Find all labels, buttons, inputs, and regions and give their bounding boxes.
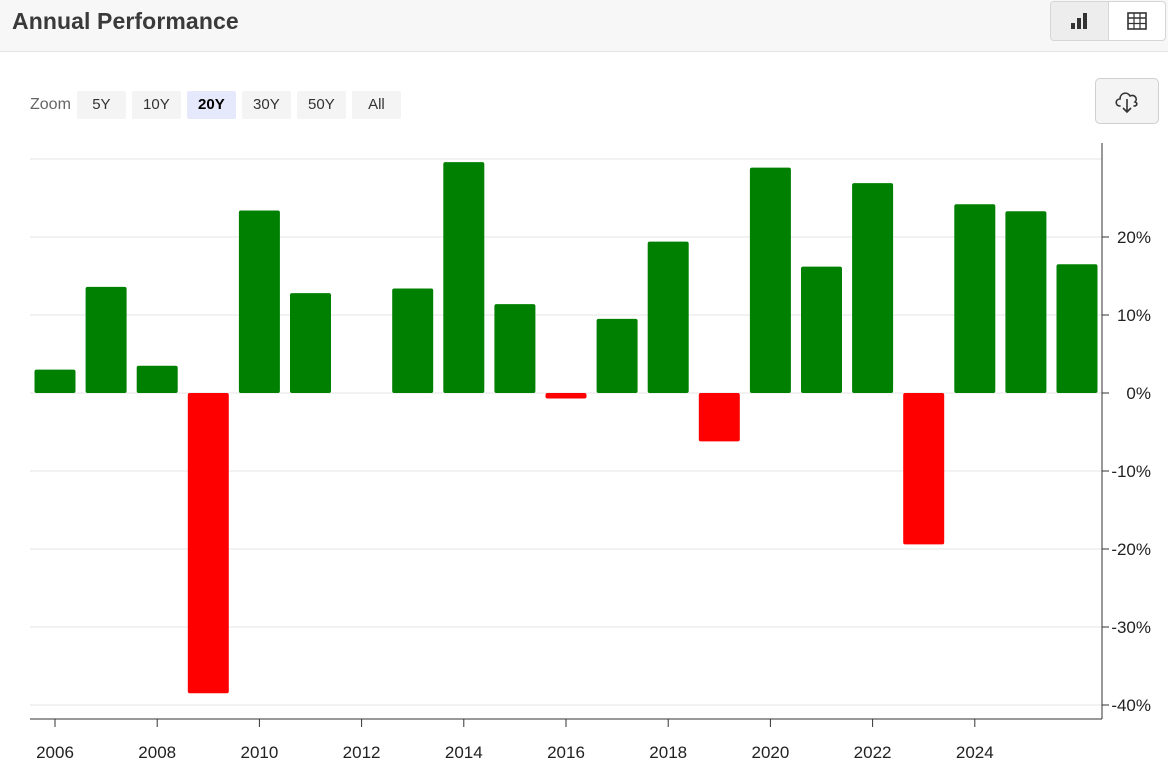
bar-2007[interactable] [85,286,127,393]
view-toggle [1050,1,1166,41]
table-view-button[interactable] [1109,2,1166,40]
y-tick-label: -40% [1111,696,1151,715]
y-tick-label: 20% [1117,228,1151,247]
table-icon [1126,12,1147,30]
zoom-5y-button[interactable]: 5Y [76,91,126,119]
x-tick-label: 2018 [649,743,687,762]
x-tick-label: 2024 [956,743,994,762]
bar-2016[interactable] [545,393,587,399]
zoom-30y-button[interactable]: 30Y [241,91,291,119]
y-tick-label: 10% [1117,306,1151,325]
x-tick-label: 2012 [343,743,381,762]
bar-2020[interactable] [749,167,791,393]
bar-2024[interactable] [954,204,996,393]
bar-2015[interactable] [494,304,536,393]
bar-2019[interactable] [698,393,740,442]
bar-2021[interactable] [801,266,842,393]
zoom-20y-button[interactable]: 20Y [186,91,236,119]
bar-2017[interactable] [596,318,638,393]
x-tick-label: 2020 [751,743,789,762]
download-button[interactable] [1095,78,1159,124]
bar-2009[interactable] [187,393,229,694]
bar-2006[interactable] [34,369,76,393]
bar-2013[interactable] [392,288,434,393]
bar-2025[interactable] [1005,211,1047,393]
chart-view-button[interactable] [1051,2,1109,40]
zoom-label: Zoom [30,96,71,113]
x-tick-label: 2006 [36,743,74,762]
zoom-10y-button[interactable]: 10Y [131,91,181,119]
bar-chart-icon [1071,13,1088,29]
bar-2011[interactable] [290,293,331,393]
y-tick-label: -10% [1111,462,1151,481]
x-tick-label: 2014 [445,743,483,762]
bar-2014[interactable] [443,162,485,393]
y-tick-label: -20% [1111,540,1151,559]
bar-2018[interactable] [647,241,689,393]
zoom-all-button[interactable]: All [351,91,401,119]
x-tick-label: 2010 [240,743,278,762]
page-title: Annual Performance [12,8,239,34]
x-tick-label: 2016 [547,743,585,762]
bar-2023[interactable] [903,393,945,545]
x-tick-label: 2022 [854,743,892,762]
bar-2022[interactable] [852,183,894,393]
zoom-50y-button[interactable]: 50Y [296,91,346,119]
bar-2008[interactable] [136,365,178,393]
bar-2026[interactable] [1056,264,1098,393]
y-tick-label: -30% [1111,618,1151,637]
y-tick-label: 0% [1126,384,1151,403]
header-bar: Annual Performance [0,0,1168,52]
zoom-controls: Zoom 5Y 10Y 20Y 30Y 50Y All [30,91,407,119]
bar-2010[interactable] [238,210,280,393]
cloud-download-icon [1115,92,1138,114]
x-tick-label: 2008 [138,743,176,762]
